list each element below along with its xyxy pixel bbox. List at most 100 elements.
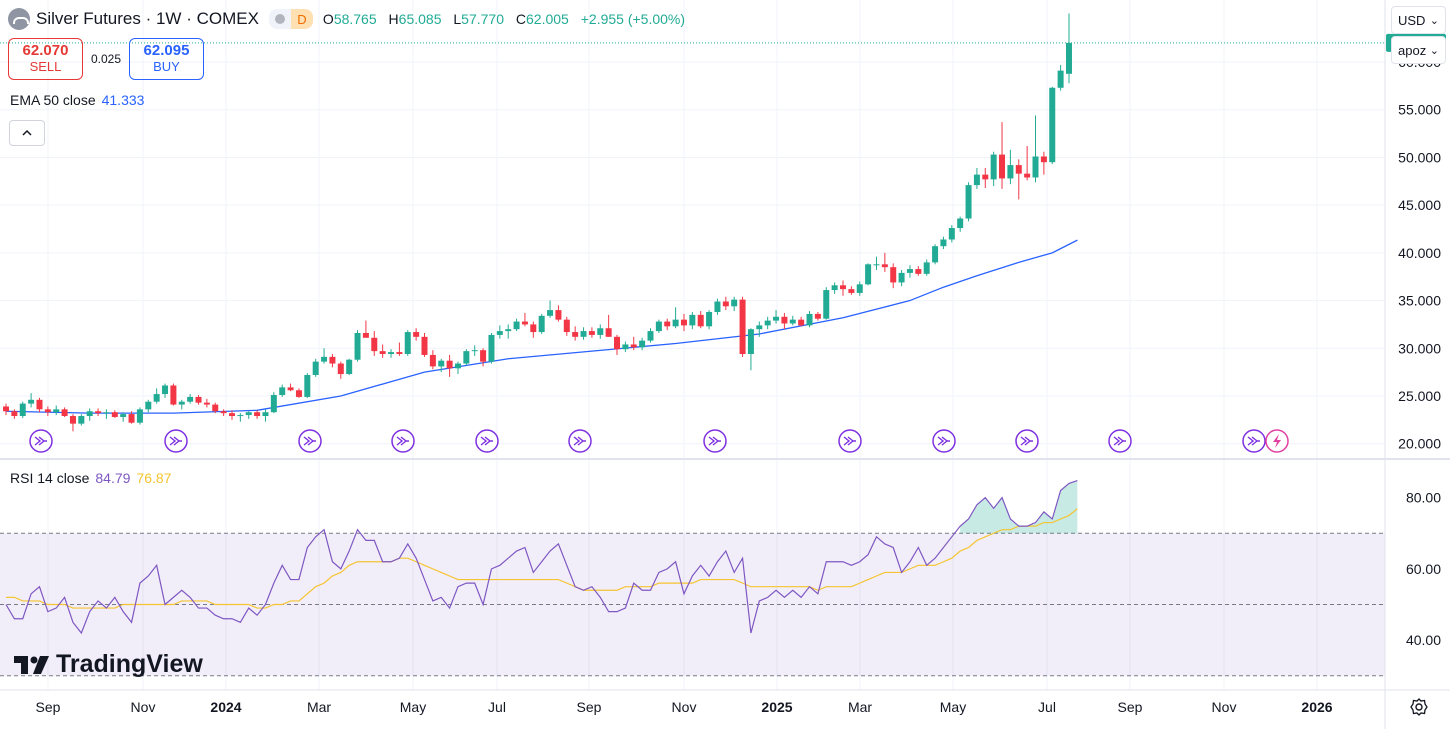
candle xyxy=(28,393,35,408)
candle xyxy=(521,312,528,327)
candle xyxy=(396,342,403,356)
candle xyxy=(781,312,788,330)
candle xyxy=(714,298,721,315)
sell-button[interactable]: 62.070 SELL xyxy=(8,38,83,80)
candle xyxy=(245,411,252,419)
price-tick-label: 20.000 xyxy=(1398,436,1441,452)
candle-body xyxy=(547,310,554,316)
event-arrow-icon[interactable] xyxy=(29,429,53,453)
symbol-title[interactable]: Silver Futures · 1W · COMEX xyxy=(36,9,259,28)
rsi-legend[interactable]: RSI 14 close 84.79 76.87 xyxy=(10,470,171,486)
candle xyxy=(890,263,897,289)
candle-body xyxy=(69,416,76,424)
event-arrow-icon[interactable] xyxy=(1242,429,1266,453)
candle xyxy=(404,330,411,356)
candle-body xyxy=(379,351,386,354)
candle xyxy=(588,327,595,338)
event-arrow-icon[interactable] xyxy=(475,429,499,453)
candle xyxy=(1032,115,1039,183)
event-markers[interactable] xyxy=(29,429,1289,453)
candle xyxy=(982,167,989,188)
candle-body xyxy=(321,356,328,362)
candle xyxy=(111,410,118,418)
scale-mode-select[interactable]: apoz ⌄ xyxy=(1391,36,1446,64)
candle-body xyxy=(530,324,537,333)
candle xyxy=(538,313,545,334)
status-pill[interactable]: D xyxy=(268,9,313,29)
currency-select[interactable]: USD ⌄ xyxy=(1391,6,1446,34)
collapse-legend-button[interactable] xyxy=(9,120,45,146)
candle xyxy=(798,316,805,327)
candle-body xyxy=(697,314,704,327)
candle xyxy=(454,361,461,375)
dropdown-chevron-icon: ⌄ xyxy=(1429,14,1439,27)
candle xyxy=(170,383,177,406)
candle-body xyxy=(689,314,696,326)
ema-legend[interactable]: EMA 50 close 41.333 xyxy=(10,92,144,108)
candle xyxy=(279,384,286,397)
price-tick-label: 35.000 xyxy=(1398,293,1441,309)
candle xyxy=(856,281,863,296)
event-arrow-icon[interactable] xyxy=(391,429,415,453)
rsi-tick-label: 40.00 xyxy=(1406,632,1441,648)
candle xyxy=(1065,13,1072,84)
event-arrow-icon[interactable] xyxy=(1108,429,1132,453)
candle xyxy=(731,296,738,312)
candle-body xyxy=(798,319,805,326)
time-tick-label: Nov xyxy=(1212,699,1237,715)
event-arrow-icon[interactable] xyxy=(703,429,727,453)
candle xyxy=(597,324,604,339)
candle-body xyxy=(563,319,570,333)
rsi-overbought-fill xyxy=(960,480,1078,534)
candle xyxy=(36,397,43,413)
candle-body xyxy=(588,331,595,335)
candle-body xyxy=(446,360,453,369)
candle-body xyxy=(923,262,930,274)
time-tick-label: Jul xyxy=(488,699,506,715)
tradingview-logo[interactable]: TradingView xyxy=(14,650,203,679)
rsi-ma-line xyxy=(6,508,1078,609)
candle xyxy=(346,358,353,375)
event-arrow-icon[interactable] xyxy=(568,429,592,453)
event-arrow-icon[interactable] xyxy=(1015,429,1039,453)
candle-body xyxy=(95,411,102,414)
candle-body xyxy=(940,239,947,247)
buy-button[interactable]: 62.095 BUY xyxy=(129,38,204,80)
event-arrow-icon[interactable] xyxy=(164,429,188,453)
candle-body xyxy=(136,409,143,423)
settings-gear-icon[interactable] xyxy=(1408,696,1430,718)
candle-body xyxy=(212,404,219,412)
candle xyxy=(773,310,780,324)
candle-body xyxy=(128,414,135,423)
candle xyxy=(689,312,696,330)
candle xyxy=(254,410,261,419)
time-tick-label: Jul xyxy=(1038,699,1056,715)
rsi-tick-label: 80.00 xyxy=(1406,490,1441,506)
candle xyxy=(647,328,654,343)
candle-body xyxy=(220,411,227,414)
event-arrow-icon[interactable] xyxy=(932,429,956,453)
candle-body xyxy=(496,331,503,335)
candle xyxy=(438,358,445,373)
candle xyxy=(965,182,972,222)
event-arrow-icon[interactable] xyxy=(298,429,322,453)
price-tick-label: 45.000 xyxy=(1398,197,1441,213)
candle xyxy=(814,312,821,321)
candle xyxy=(304,373,311,398)
lightning-event-icon[interactable] xyxy=(1265,429,1289,453)
candle-body xyxy=(28,399,35,404)
candle-body xyxy=(630,344,637,348)
candle xyxy=(228,410,235,420)
event-arrow-icon[interactable] xyxy=(838,429,862,453)
candle-body xyxy=(856,284,863,293)
price-tick-label: 25.000 xyxy=(1398,388,1441,404)
rsi-line xyxy=(5,479,1078,635)
ema-value: 41.333 xyxy=(101,92,145,108)
candle-body xyxy=(1024,173,1031,178)
silver-symbol-icon xyxy=(8,8,30,30)
time-tick-label: 2026 xyxy=(1301,699,1332,715)
grid-lines xyxy=(0,0,1385,690)
candle xyxy=(823,287,830,320)
